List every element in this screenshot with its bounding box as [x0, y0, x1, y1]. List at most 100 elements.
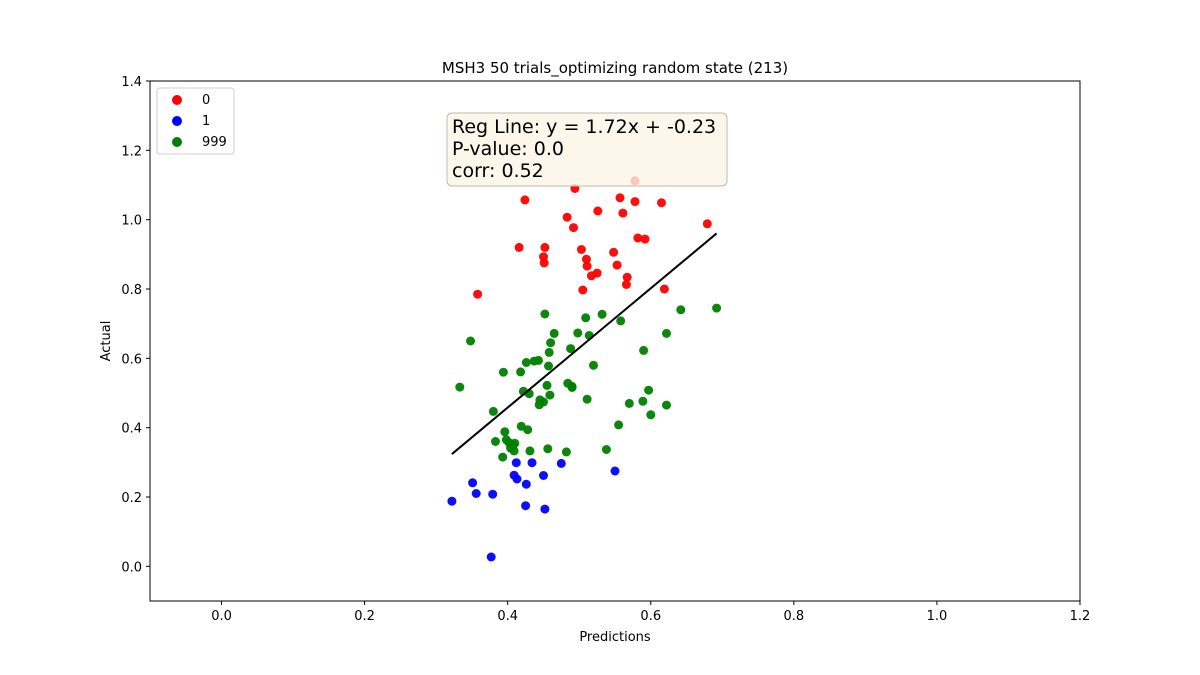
point-series-1-10 — [527, 458, 537, 468]
point-series-0-12 — [582, 261, 592, 271]
point-series-999-30 — [545, 390, 555, 400]
point-series-999-40 — [582, 394, 592, 404]
stats-annotation: Reg Line: y = 1.72x + -0.23 P-value: 0.0… — [446, 112, 728, 187]
point-series-1-1 — [468, 478, 478, 488]
annotation-correlation: corr: 0.52 — [452, 160, 544, 182]
y-tick-label-1: 0.2 — [121, 491, 142, 506]
point-series-0-22 — [630, 197, 640, 207]
point-series-999-3 — [491, 437, 500, 446]
point-series-999-27 — [543, 444, 553, 454]
point-series-999-16 — [521, 358, 531, 367]
x-axis-label: Predictions — [579, 630, 651, 645]
annotation-box — [446, 112, 728, 187]
point-series-999-37 — [567, 381, 577, 391]
point-series-0-10 — [578, 285, 588, 295]
point-series-0-17 — [612, 260, 622, 270]
point-series-999-48 — [638, 396, 648, 406]
point-series-999-24 — [539, 397, 548, 407]
point-series-1-8 — [521, 501, 531, 511]
point-series-999-38 — [573, 328, 583, 338]
point-series-0-4 — [539, 258, 549, 268]
plot-frame — [149, 80, 1081, 602]
point-series-0-0 — [473, 289, 483, 299]
point-series-0-9 — [576, 245, 586, 254]
x-tick-label-5: 1.0 — [927, 609, 948, 624]
point-series-999-25 — [540, 309, 550, 319]
point-series-0-5 — [540, 242, 550, 252]
y-axis-ticks: 0.0 0.2 0.4 0.6 0.8 1.0 1.2 1.4 — [121, 75, 150, 575]
point-series-999-4 — [498, 452, 508, 462]
regression-line — [451, 232, 718, 455]
legend-marker-1 — [172, 116, 182, 126]
point-series-999-43 — [597, 309, 607, 319]
point-series-0-25 — [640, 234, 650, 244]
y-tick-label-7: 1.4 — [121, 75, 142, 90]
point-series-999-0 — [455, 382, 465, 392]
point-series-999-5 — [498, 367, 508, 377]
point-series-999-54 — [676, 305, 686, 315]
point-series-1-9 — [521, 479, 531, 489]
legend-marker-999 — [172, 137, 182, 147]
point-series-999-2 — [488, 406, 498, 416]
point-series-0-27 — [659, 284, 669, 294]
point-series-999-53 — [662, 400, 671, 410]
x-tick-label-0: 0.0 — [211, 609, 232, 624]
point-series-999-42 — [589, 360, 598, 370]
point-series-999-49 — [639, 345, 649, 355]
point-series-0-2 — [520, 195, 530, 205]
point-series-999-26 — [542, 380, 552, 390]
annotation-regression-line: Reg Line: y = 1.72x + -0.23 — [452, 116, 716, 138]
data-marks — [447, 176, 722, 562]
point-series-0-15 — [593, 206, 603, 216]
point-series-1-0 — [447, 496, 457, 506]
y-tick-label-2: 0.4 — [121, 422, 142, 437]
point-series-999-13 — [516, 367, 526, 377]
point-series-1-3 — [486, 552, 496, 562]
point-series-0-11 — [581, 254, 591, 264]
point-series-999-29 — [544, 347, 554, 357]
y-tick-label-6: 1.2 — [121, 144, 142, 159]
point-series-1-7 — [512, 474, 522, 484]
point-series-0-28 — [702, 219, 712, 229]
y-axis-label: Actual — [99, 321, 114, 362]
point-series-0-24 — [633, 233, 643, 243]
regression-line-group — [451, 232, 718, 455]
point-series-999-44 — [601, 445, 611, 454]
point-series-999-45 — [614, 420, 624, 430]
point-series-1-11 — [539, 471, 548, 480]
chart-title: MSH3 50 trials_optimizing random state (… — [442, 59, 788, 78]
point-series-999-33 — [561, 447, 571, 457]
point-series-0-20 — [621, 280, 631, 289]
x-tick-label-3: 0.6 — [640, 609, 661, 624]
point-series-0-6 — [562, 212, 572, 222]
point-series-0-19 — [618, 208, 628, 218]
point-series-1-6 — [511, 458, 521, 468]
point-series-999-35 — [566, 344, 576, 354]
point-series-999-19 — [525, 446, 535, 456]
x-tick-label-6: 1.2 — [1070, 609, 1091, 624]
point-series-999-6 — [500, 427, 510, 437]
x-tick-label-2: 0.4 — [497, 609, 518, 624]
y-tick-label-5: 1.0 — [121, 214, 142, 229]
point-series-999-32 — [549, 328, 559, 338]
point-series-999-47 — [624, 398, 634, 408]
point-series-999-21 — [534, 355, 543, 365]
point-series-999-55 — [712, 303, 722, 313]
point-series-1-14 — [610, 466, 620, 476]
point-series-999-17 — [523, 425, 533, 435]
point-series-999-11 — [509, 446, 519, 456]
point-series-999-28 — [544, 361, 553, 371]
y-tick-label-0: 0.0 — [121, 560, 142, 575]
point-series-0-1 — [514, 242, 524, 252]
point-series-999-1 — [466, 336, 475, 346]
annotation-p-value: P-value: 0.0 — [452, 138, 564, 160]
point-series-999-46 — [616, 316, 626, 326]
point-series-999-52 — [662, 328, 671, 338]
legend-label-1: 1 — [202, 114, 210, 129]
x-axis-ticks: 0.0 0.2 0.4 0.6 0.8 1.0 1.2 — [211, 601, 1090, 624]
point-series-1-2 — [471, 489, 481, 498]
point-series-999-31 — [546, 338, 556, 348]
point-series-999-50 — [644, 385, 654, 395]
x-tick-label-4: 0.8 — [784, 609, 805, 624]
